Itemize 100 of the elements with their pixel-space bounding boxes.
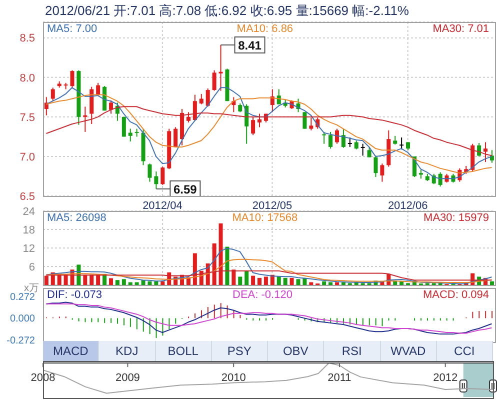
candlestick bbox=[490, 150, 494, 164]
bar bbox=[64, 274, 68, 285]
bar bbox=[160, 281, 165, 285]
bar bbox=[96, 274, 100, 285]
legend-title: MACD: 0.094 bbox=[422, 289, 489, 301]
x-tick-label: 2009 bbox=[115, 372, 140, 384]
bar bbox=[115, 280, 120, 285]
candlestick bbox=[374, 155, 378, 178]
x-tick-label: 2012/04 bbox=[142, 200, 182, 212]
text: MA30: 15979 bbox=[424, 212, 489, 224]
bar bbox=[218, 223, 223, 285]
series-label: DEA: -0.120 bbox=[232, 289, 292, 301]
candlestick bbox=[128, 128, 132, 142]
bar bbox=[122, 279, 126, 285]
candlestick bbox=[199, 93, 204, 105]
candlestick bbox=[83, 106, 88, 132]
y-tick-label: 18 bbox=[22, 224, 35, 236]
y-tick-label: 7.5 bbox=[20, 112, 35, 124]
candlestick bbox=[218, 44, 223, 92]
text: MA5: 26098 bbox=[47, 212, 106, 224]
candlestick bbox=[206, 88, 210, 108]
bar bbox=[309, 282, 314, 285]
series-label: DIF: -0.073 bbox=[47, 289, 102, 301]
text: MA10: 17568 bbox=[232, 212, 298, 224]
candlestick bbox=[360, 143, 365, 156]
bar bbox=[244, 270, 249, 285]
text: MA5: 7.00 bbox=[47, 23, 98, 35]
x-tick-label: 2010 bbox=[221, 372, 246, 384]
bar bbox=[44, 276, 48, 285]
candlestick bbox=[438, 172, 442, 188]
bar bbox=[393, 281, 398, 285]
bar bbox=[328, 282, 333, 285]
text: MA10: 6.86 bbox=[236, 23, 294, 35]
candlestick bbox=[258, 113, 262, 128]
candlestick bbox=[484, 142, 488, 162]
candlestick bbox=[328, 131, 333, 150]
candlestick bbox=[108, 100, 113, 114]
candlestick bbox=[341, 128, 346, 148]
candlestick bbox=[276, 88, 281, 105]
y-tick-label: 8.0 bbox=[20, 72, 35, 84]
bar bbox=[322, 281, 326, 285]
candlestick bbox=[70, 70, 74, 88]
y-tick-label: -0.272 bbox=[6, 335, 36, 346]
y-tick-label: 0.000 bbox=[10, 314, 36, 325]
y-tick-label: 6.5 bbox=[20, 190, 35, 203]
bar bbox=[334, 282, 339, 285]
x-tick-label: 2011 bbox=[328, 372, 352, 384]
text: BOLL bbox=[156, 341, 212, 361]
text: KDJ bbox=[99, 341, 156, 361]
candlestick bbox=[160, 166, 165, 186]
candlestick bbox=[251, 116, 256, 136]
chart-title: 2012/06/21 开:7.01 高:7.08 低:6.92 收:6.95 量:15669 幅:-2.11% bbox=[45, 2, 409, 20]
y-tick-label: 12 bbox=[22, 242, 35, 255]
bar bbox=[258, 278, 262, 285]
candlestick bbox=[154, 170, 158, 190]
bar bbox=[141, 280, 146, 285]
bar bbox=[251, 276, 256, 285]
x-tick-label: 2012/06 bbox=[388, 200, 428, 212]
line-series bbox=[46, 248, 492, 284]
y-tick-label: 0.272 bbox=[10, 292, 36, 304]
bar bbox=[225, 246, 230, 285]
bar bbox=[128, 282, 132, 285]
text: OBV bbox=[268, 341, 324, 361]
candlestick bbox=[348, 136, 352, 148]
bar bbox=[57, 274, 62, 285]
text: CCI bbox=[436, 341, 493, 361]
bar bbox=[148, 281, 152, 285]
bar bbox=[154, 281, 158, 285]
x-tick-label: 2012/05 bbox=[252, 200, 292, 212]
y-tick-label: 24 bbox=[22, 206, 35, 218]
candlestick bbox=[400, 136, 404, 150]
bar bbox=[232, 270, 236, 285]
y-tick-label: 6 bbox=[28, 261, 35, 274]
candlestick bbox=[174, 126, 178, 148]
text: RSI bbox=[324, 341, 380, 361]
bar bbox=[108, 278, 113, 285]
bar bbox=[276, 276, 281, 285]
bar bbox=[90, 274, 94, 285]
candlestick bbox=[148, 163, 152, 182]
bar bbox=[296, 279, 300, 285]
bar bbox=[238, 276, 242, 285]
text: MACD bbox=[43, 341, 100, 361]
candlestick bbox=[302, 112, 307, 130]
candlestick bbox=[309, 117, 314, 131]
text: WVAD bbox=[380, 341, 437, 361]
text: MA30: 7.01 bbox=[432, 23, 489, 35]
candlestick bbox=[186, 112, 190, 123]
bar bbox=[212, 243, 216, 285]
candlestick bbox=[322, 131, 326, 144]
x-tick-label: 2012 bbox=[433, 372, 458, 384]
candlestick bbox=[50, 87, 55, 102]
bar bbox=[134, 282, 139, 285]
bar bbox=[283, 278, 288, 285]
candlestick bbox=[380, 163, 384, 182]
line-series bbox=[46, 270, 492, 281]
annotation: 6.59 bbox=[174, 182, 198, 196]
bar bbox=[264, 276, 268, 285]
text: PSY bbox=[212, 341, 268, 361]
candlestick bbox=[96, 82, 100, 96]
y-tick-label: 8.5 bbox=[20, 32, 35, 45]
